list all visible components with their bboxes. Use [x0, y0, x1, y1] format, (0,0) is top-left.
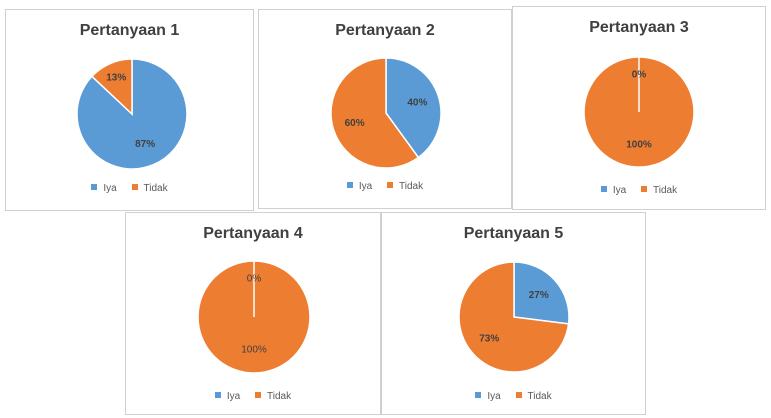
data-label-tidak: 73% — [479, 333, 499, 344]
chart-legend: Iya Tidak — [259, 181, 511, 192]
legend-label-iya: Iya — [226, 391, 241, 402]
pie-slice-iya — [513, 261, 570, 325]
pie-chart-5: 27% 73% — [458, 261, 570, 373]
legend-item-iya: Iya — [475, 391, 501, 402]
legend-swatch-iya — [214, 392, 221, 398]
chart-title: Pertanyaan 3 — [589, 19, 689, 36]
legend-item-tidak: Tidak — [515, 391, 552, 402]
chart-legend: Iya Tidak — [513, 185, 765, 196]
chart-card-5: Pertanyaan 5 27% 73% Iya Tidak — [381, 212, 646, 415]
legend-label-iya: Iya — [103, 183, 117, 194]
legend-label-tidak: Tidak — [527, 391, 552, 402]
legend-item-iya: Iya — [214, 391, 241, 402]
chart-card-4: Pertanyaan 4 0% 100% Iya Tidak — [125, 212, 381, 415]
data-label-tidak: 13% — [106, 72, 126, 83]
data-label-iya: 0% — [247, 274, 262, 285]
chart-card-1: Pertanyaan 1 87% 13% Iya Tidak — [5, 9, 254, 211]
legend-item-iya: Iya — [91, 183, 117, 194]
pie-slice-tidak — [90, 58, 133, 116]
data-label-iya: 40% — [407, 97, 427, 108]
chart-title: Pertanyaan 2 — [335, 22, 435, 39]
chart-legend: Iya Tidak — [6, 183, 253, 194]
pie-chart-2: 40% 60% — [330, 57, 442, 169]
legend-item-tidak: Tidak — [641, 185, 677, 196]
chart-legend: Iya Tidak — [382, 391, 645, 402]
pie-slice-tidak — [458, 261, 570, 373]
pie-slice-tidak — [330, 57, 420, 169]
chart-title: Pertanyaan 4 — [203, 225, 303, 242]
legend-item-iya: Iya — [346, 181, 373, 192]
legend-swatch-tidak — [255, 392, 262, 398]
legend-swatch-tidak — [515, 392, 522, 398]
legend-item-tidak: Tidak — [255, 391, 291, 402]
legend-item-tidak: Tidak — [131, 183, 168, 194]
data-label-tidak: 60% — [345, 118, 365, 129]
legend-swatch-tidak — [641, 186, 648, 192]
legend-label-iya: Iya — [487, 391, 501, 402]
chart-legend: Iya Tidak — [126, 391, 380, 402]
legend-label-iya: Iya — [358, 181, 373, 192]
data-label-iya: 27% — [529, 290, 549, 301]
chart-title: Pertanyaan 5 — [463, 225, 564, 242]
data-label-tidak: 100% — [626, 140, 652, 151]
data-label-iya: 0% — [632, 70, 647, 81]
pie-chart-3: 0% 100% — [583, 56, 695, 168]
legend-item-iya: Iya — [600, 185, 627, 196]
legend-label-tidak: Tidak — [653, 185, 678, 196]
pie-chart-4: 0% 100% — [197, 260, 311, 374]
legend-swatch-tidak — [387, 182, 394, 188]
pie-chart-1: 87% 13% — [76, 58, 188, 170]
legend-label-tidak: Tidak — [143, 183, 168, 194]
legend-swatch-iya — [91, 184, 98, 190]
legend-label-iya: Iya — [612, 185, 627, 196]
chart-card-3: Pertanyaan 3 0% 100% Iya Tidak — [512, 6, 766, 210]
chart-title: Pertanyaan 1 — [79, 22, 180, 39]
data-label-iya: 87% — [135, 139, 155, 150]
legend-swatch-iya — [475, 392, 482, 398]
data-label-tidak: 100% — [241, 345, 267, 356]
legend-item-tidak: Tidak — [387, 181, 423, 192]
pie-slice-iya — [385, 57, 442, 159]
legend-swatch-iya — [346, 182, 353, 188]
legend-swatch-iya — [600, 186, 607, 192]
chart-card-2: Pertanyaan 2 40% 60% Iya Tidak — [258, 9, 512, 209]
legend-swatch-tidak — [131, 184, 138, 190]
legend-label-tidak: Tidak — [267, 391, 292, 402]
legend-label-tidak: Tidak — [399, 181, 424, 192]
